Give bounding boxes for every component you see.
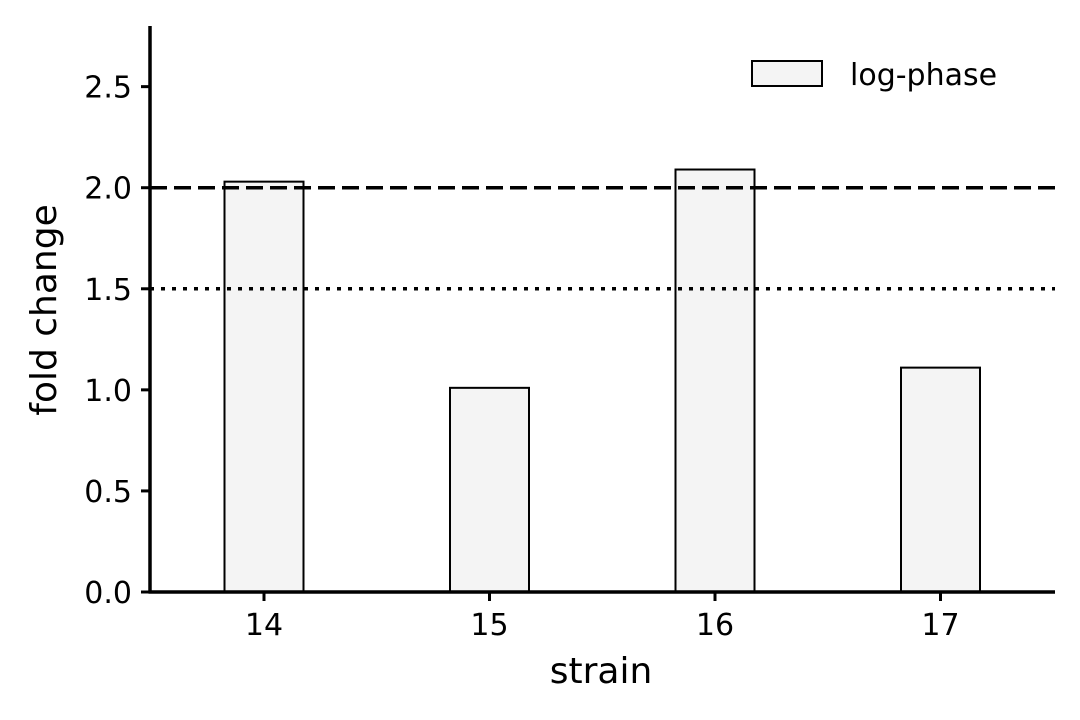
legend: log-phase [751,58,997,93]
x-tick-label: 14 [245,608,283,643]
legend-swatch [751,60,823,87]
y-tick-label: 1.0 [84,374,132,409]
y-tick-label: 2.0 [84,172,132,207]
bar-15 [449,386,530,594]
bars-layer [223,168,981,594]
y-tick-label: 1.5 [84,273,132,308]
x-tick-label: 17 [921,608,959,643]
reference-lines [150,185,1055,291]
y-tick-label: 2.5 [84,71,132,106]
legend-label: log-phase [850,58,997,93]
y-tick-label: 0.5 [84,475,132,510]
x-tick-label: 15 [470,608,508,643]
x-tick-label: 16 [696,608,734,643]
x-ticks: 14 15 16 17 [245,592,960,643]
x-axis-title: strain [550,651,653,692]
y-axis-title: fold change [24,204,65,415]
y-ticks: 0.0 0.5 1.0 1.5 2.0 2.5 [84,71,150,611]
axes [148,26,1055,594]
bar-14 [223,180,305,593]
bar-16 [674,168,756,593]
bar-17 [900,366,981,593]
y-tick-label: 0.0 [84,576,132,611]
